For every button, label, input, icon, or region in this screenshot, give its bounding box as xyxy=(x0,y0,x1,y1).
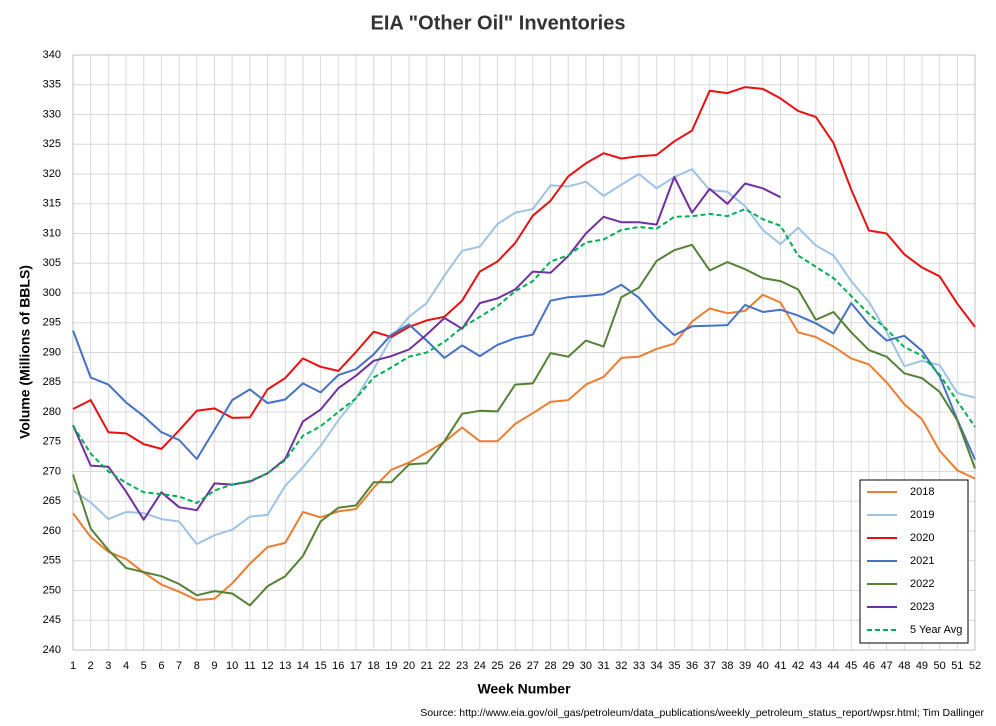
x-tick-label: 13 xyxy=(279,660,291,672)
x-tick-label: 33 xyxy=(633,660,645,672)
y-tick-label: 245 xyxy=(43,614,61,626)
x-tick-label: 26 xyxy=(509,660,521,672)
x-tick-label: 51 xyxy=(951,660,963,672)
plot-border xyxy=(72,54,976,651)
y-tick-label: 320 xyxy=(43,168,61,180)
x-tick-label: 50 xyxy=(934,660,946,672)
x-tick-label: 37 xyxy=(704,660,716,672)
x-tick-label: 48 xyxy=(898,660,910,672)
x-tick-label: 49 xyxy=(916,660,928,672)
x-tick-label: 31 xyxy=(597,660,609,672)
x-tick-label: 41 xyxy=(774,660,786,672)
legend-label: 2018 xyxy=(910,486,934,498)
x-tick-label: 23 xyxy=(456,660,468,672)
x-tick-label: 3 xyxy=(105,660,111,672)
x-tick-label: 17 xyxy=(350,660,362,672)
x-tick-label: 1 xyxy=(70,660,76,672)
y-tick-label: 280 xyxy=(43,406,61,418)
y-tick-label: 340 xyxy=(43,49,61,61)
x-tick-label: 10 xyxy=(226,660,238,672)
x-tick-label: 12 xyxy=(261,660,273,672)
y-tick-label: 255 xyxy=(43,555,61,567)
x-tick-label: 44 xyxy=(827,660,839,672)
chart-title: EIA "Other Oil" Inventories xyxy=(371,12,626,34)
x-tick-label: 52 xyxy=(969,660,981,672)
series-line xyxy=(72,168,976,546)
legend-label: 2021 xyxy=(910,555,934,567)
y-tick-label: 270 xyxy=(43,465,61,477)
x-tick-label: 29 xyxy=(562,660,574,672)
x-tick-label: 4 xyxy=(123,660,129,672)
x-tick-label: 16 xyxy=(332,660,344,672)
source-note: Source: http://www.eia.gov/oil_gas/petro… xyxy=(420,707,984,719)
series-line xyxy=(72,293,976,601)
x-tick-label: 14 xyxy=(297,660,309,672)
legend-label: 5 Year Avg xyxy=(910,624,962,636)
x-tick-label: 9 xyxy=(211,660,217,672)
x-tick-label: 42 xyxy=(792,660,804,672)
y-tick-label: 250 xyxy=(43,584,61,596)
x-tick-label: 27 xyxy=(527,660,539,672)
x-tick-label: 22 xyxy=(438,660,450,672)
x-tick-label: 32 xyxy=(615,660,627,672)
x-axis-label: Week Number xyxy=(477,681,571,697)
y-axis-label: Volume (Millions of BBLS) xyxy=(17,265,33,439)
x-tick-label: 47 xyxy=(880,660,892,672)
x-tick-label: 18 xyxy=(368,660,380,672)
legend-label: 2022 xyxy=(910,578,934,590)
x-tick-label: 6 xyxy=(158,660,164,672)
series-line xyxy=(72,243,976,607)
x-tick-label: 24 xyxy=(474,660,486,672)
x-tick-label: 30 xyxy=(580,660,592,672)
x-tick-label: 40 xyxy=(757,660,769,672)
x-tick-label: 19 xyxy=(385,660,397,672)
x-tick-label: 20 xyxy=(403,660,415,672)
legend-label: 2020 xyxy=(910,532,934,544)
x-tick-label: 45 xyxy=(845,660,857,672)
y-tick-label: 315 xyxy=(43,198,61,210)
x-tick-label: 5 xyxy=(141,660,147,672)
y-tick-label: 330 xyxy=(43,108,61,120)
x-tick-label: 34 xyxy=(651,660,663,672)
x-tick-label: 28 xyxy=(544,660,556,672)
y-tick-label: 305 xyxy=(43,257,61,269)
legend-label: 2019 xyxy=(910,509,934,521)
y-tick-label: 275 xyxy=(43,436,61,448)
y-tick-label: 285 xyxy=(43,376,61,388)
x-tick-label: 2 xyxy=(88,660,94,672)
x-tick-label: 36 xyxy=(686,660,698,672)
y-tick-label: 295 xyxy=(43,317,61,329)
x-tick-label: 15 xyxy=(314,660,326,672)
y-tick-label: 240 xyxy=(43,644,61,656)
x-tick-label: 39 xyxy=(739,660,751,672)
x-tick-label: 43 xyxy=(810,660,822,672)
x-tick-label: 11 xyxy=(244,660,255,672)
y-tick-label: 335 xyxy=(43,79,61,91)
y-tick-label: 265 xyxy=(43,495,61,507)
y-tick-label: 290 xyxy=(43,346,61,358)
x-tick-label: 46 xyxy=(863,660,875,672)
x-tick-label: 25 xyxy=(491,660,503,672)
y-tick-label: 300 xyxy=(43,287,61,299)
x-tick-label: 38 xyxy=(721,660,733,672)
x-tick-label: 21 xyxy=(421,660,433,672)
legend-label: 2023 xyxy=(910,601,934,613)
x-tick-label: 35 xyxy=(668,660,680,672)
series-line xyxy=(72,208,976,504)
series-line xyxy=(72,283,976,461)
series-line xyxy=(72,176,781,521)
y-tick-label: 325 xyxy=(43,138,61,150)
y-tick-label: 260 xyxy=(43,525,61,537)
y-tick-label: 310 xyxy=(43,227,61,239)
x-tick-label: 8 xyxy=(194,660,200,672)
x-tick-label: 7 xyxy=(176,660,182,672)
